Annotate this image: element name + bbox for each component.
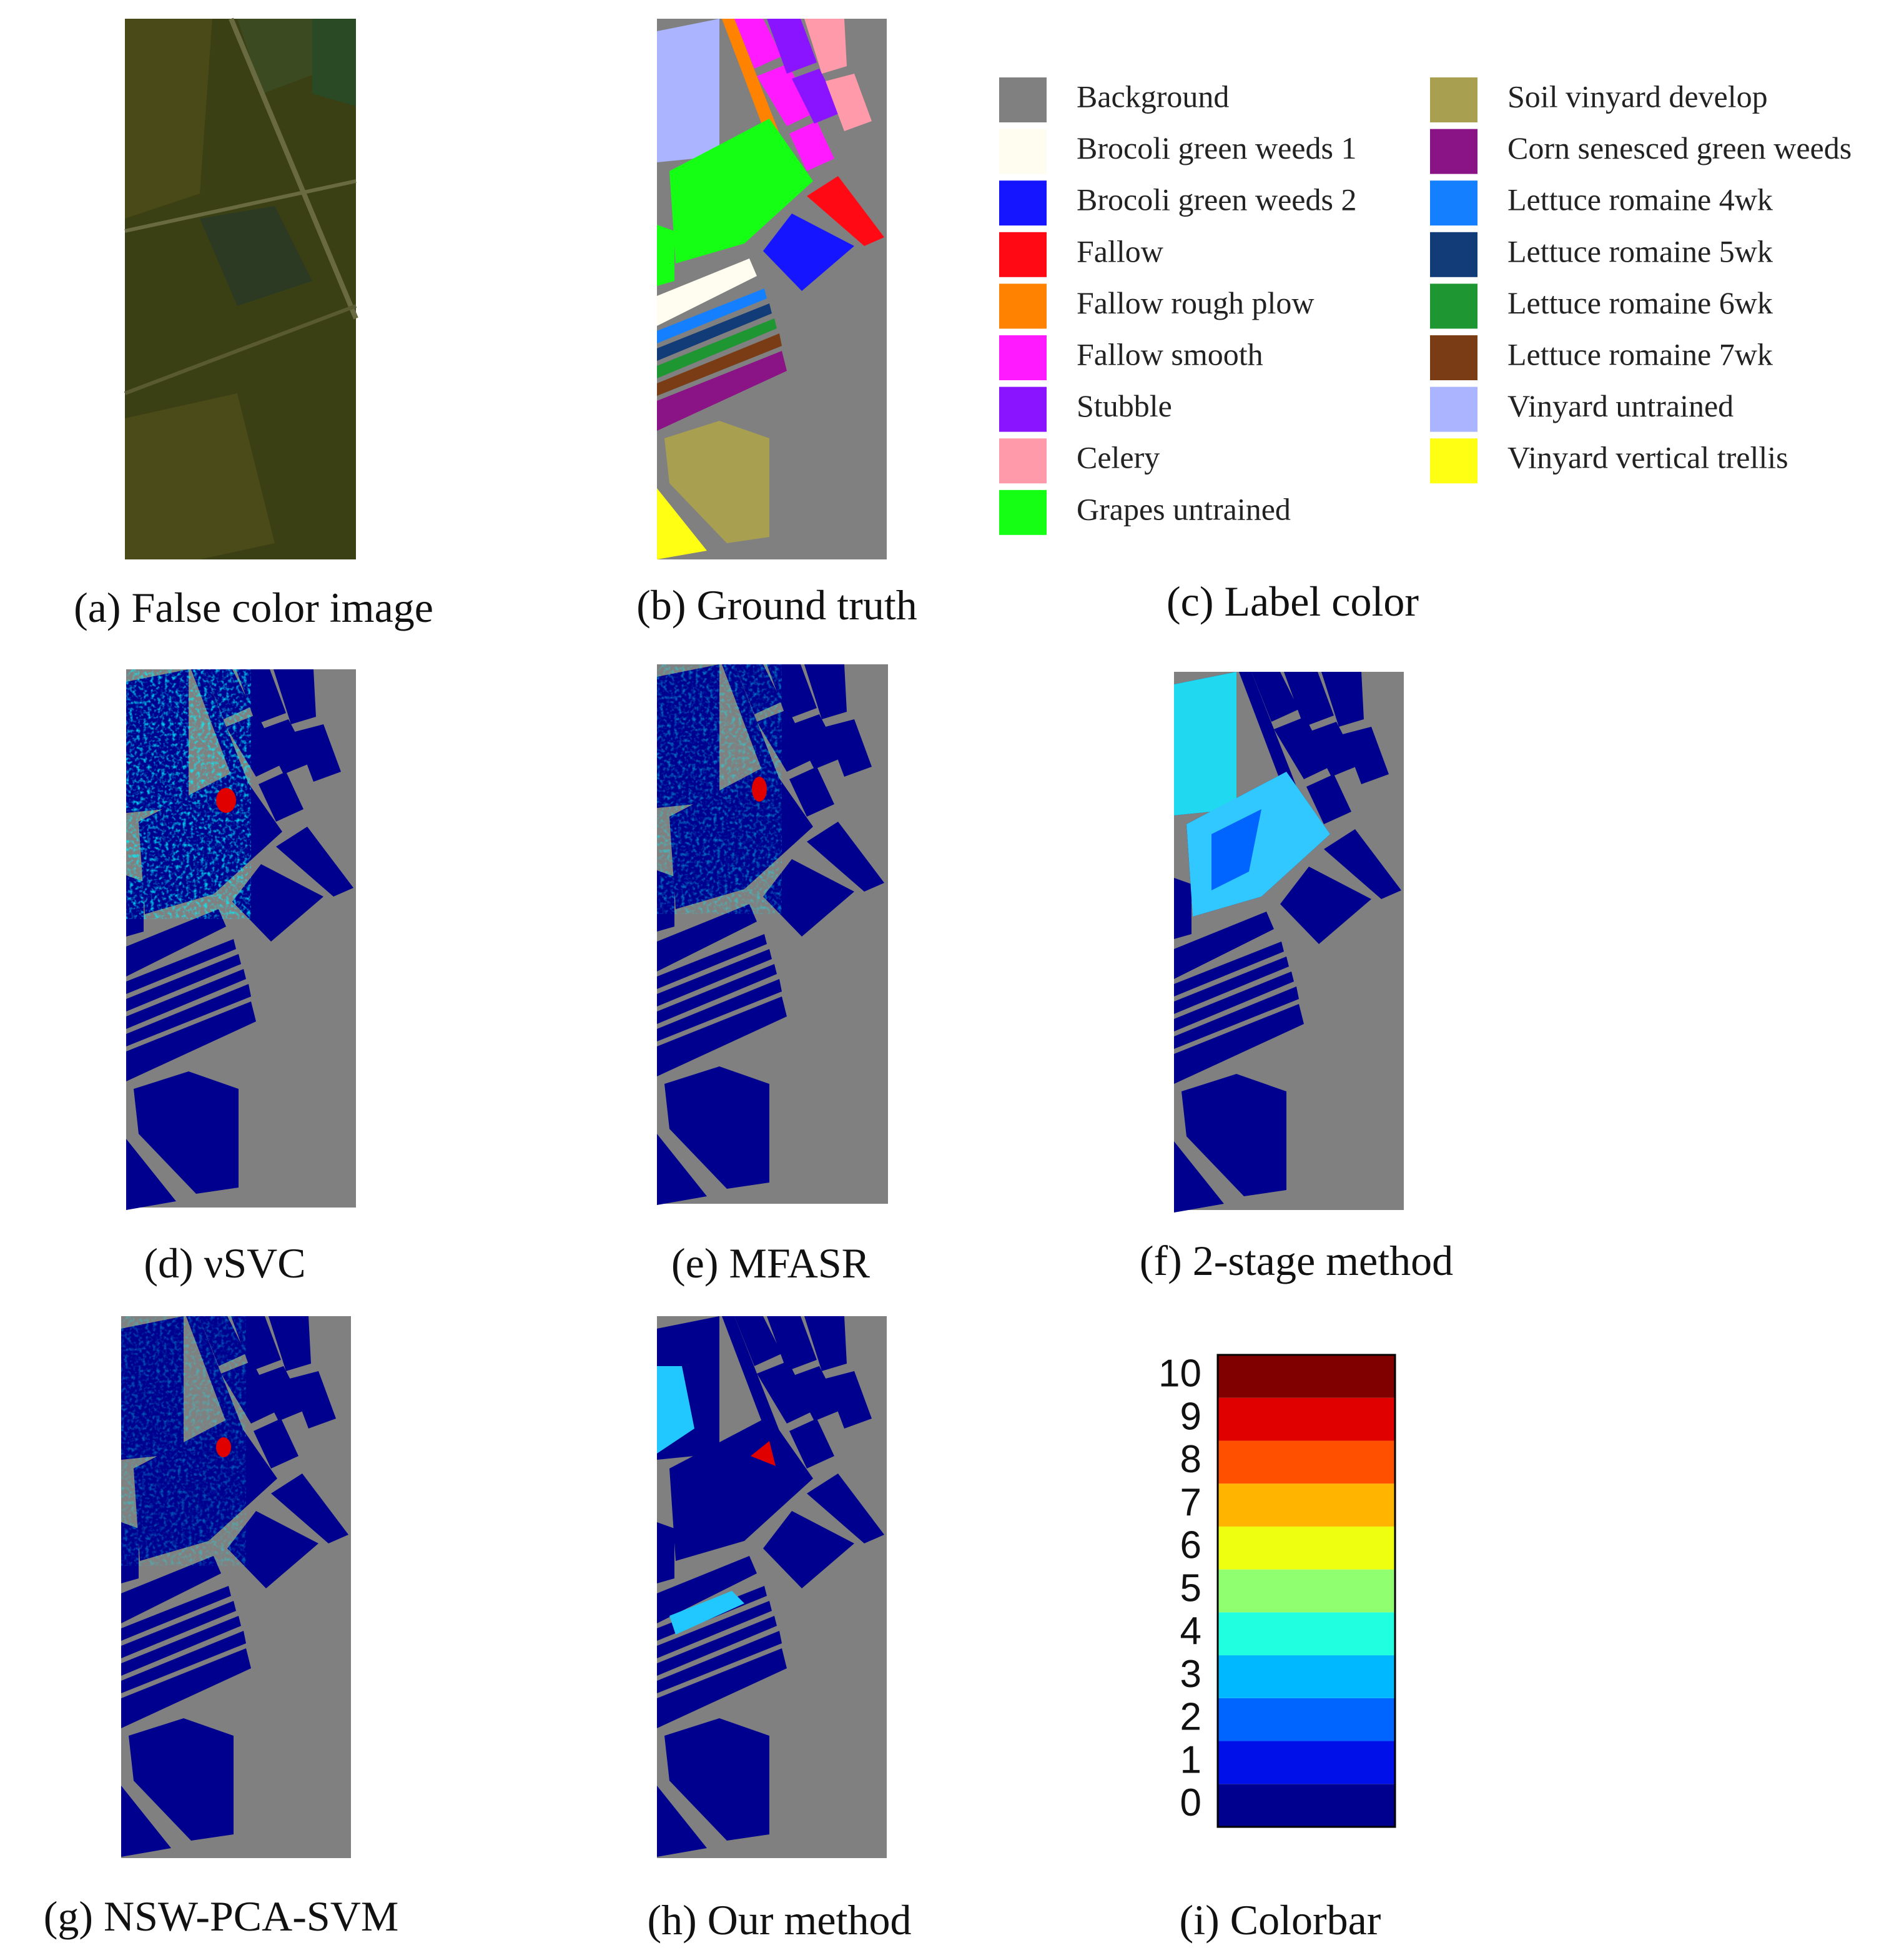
caption: (c) Label color bbox=[1167, 578, 1419, 625]
legend-label: Vinyard untrained bbox=[1507, 388, 1734, 423]
caption: (d) νSVC bbox=[144, 1239, 305, 1287]
colorbar-band bbox=[1218, 1355, 1395, 1398]
colorbar-tick-label: 7 bbox=[1180, 1481, 1201, 1524]
legend-label: Fallow rough plow bbox=[1077, 285, 1315, 320]
legend-swatch bbox=[1430, 438, 1477, 484]
legend-label: Lettuce romaine 5wk bbox=[1507, 234, 1773, 268]
colorbar-band bbox=[1218, 1569, 1395, 1613]
colorbar-band bbox=[1218, 1784, 1395, 1827]
legend-label: Brocoli green weeds 2 bbox=[1077, 182, 1356, 217]
legend-swatch bbox=[999, 386, 1047, 432]
false-color-image bbox=[124, 17, 358, 559]
colorbar-band bbox=[1218, 1612, 1395, 1656]
caption: (i) Colorbar bbox=[1180, 1896, 1381, 1944]
legend-swatch bbox=[1430, 180, 1477, 226]
legend-swatch bbox=[999, 77, 1047, 122]
caption: (f) 2-stage method bbox=[1140, 1237, 1453, 1284]
legend-label: Grapes untrained bbox=[1077, 491, 1291, 526]
legend-label: Background bbox=[1077, 79, 1229, 114]
colorbar-band bbox=[1218, 1483, 1395, 1527]
legend-swatch bbox=[999, 490, 1047, 535]
colorbar-tick-label: 3 bbox=[1180, 1653, 1201, 1696]
colorbar-tick-label: 9 bbox=[1180, 1395, 1201, 1438]
legend-label: Celery bbox=[1077, 440, 1160, 475]
legend-swatch bbox=[1430, 232, 1477, 277]
legend-label: Lettuce romaine 6wk bbox=[1507, 285, 1773, 320]
colorbar-tick-label: 5 bbox=[1180, 1567, 1201, 1610]
our-method-map bbox=[657, 1316, 887, 1858]
colorbar-tick-label: 2 bbox=[1180, 1696, 1201, 1739]
caption: (e) MFASR bbox=[671, 1239, 871, 1287]
colorbar-band bbox=[1218, 1526, 1395, 1570]
colorbar-tick-label: 8 bbox=[1180, 1438, 1201, 1481]
colorbar-tick-label: 1 bbox=[1180, 1738, 1201, 1781]
legend-swatch bbox=[1430, 386, 1477, 432]
legend-swatch bbox=[1430, 335, 1477, 380]
legend-swatch bbox=[1430, 283, 1477, 329]
legend-swatch bbox=[1430, 77, 1477, 122]
colorbar-tick-label: 6 bbox=[1180, 1524, 1201, 1567]
colorbar-band bbox=[1218, 1397, 1395, 1441]
legend-label: Vinyard vertical trellis bbox=[1507, 440, 1788, 475]
nsw-pca-svm-map bbox=[121, 1316, 351, 1858]
legend-label: Fallow bbox=[1077, 234, 1163, 268]
legend-label: Lettuce romaine 7wk bbox=[1507, 337, 1773, 371]
colorbar-tick-label: 10 bbox=[1158, 1352, 1201, 1395]
colorbar-tick-label: 4 bbox=[1180, 1610, 1201, 1653]
two-stage-map bbox=[1174, 672, 1404, 1213]
legend-label: Fallow smooth bbox=[1077, 337, 1263, 371]
caption: (g) NSW-PCA-SVM bbox=[44, 1892, 399, 1940]
colorbar-frame bbox=[1216, 1354, 1396, 1828]
legend: Background Brocoli green weeds 1 Brocoli g… bbox=[999, 77, 1852, 535]
mfasr-map bbox=[657, 664, 888, 1205]
colorbar-tick-label: 0 bbox=[1180, 1781, 1201, 1824]
legend-swatch bbox=[999, 232, 1047, 277]
vsvc-map bbox=[126, 669, 356, 1210]
legend-label: Corn senesced green weeds bbox=[1507, 130, 1852, 165]
legend-label: Soil vinyard develop bbox=[1507, 79, 1768, 114]
legend-label: Lettuce romaine 4wk bbox=[1507, 182, 1773, 217]
legend-swatch bbox=[1430, 129, 1477, 174]
legend-swatch bbox=[999, 129, 1047, 174]
legend-label: Brocoli green weeds 1 bbox=[1077, 130, 1356, 165]
caption: (a) False color image bbox=[74, 584, 433, 631]
caption: (h) Our method bbox=[647, 1896, 911, 1944]
legend-swatch bbox=[999, 283, 1047, 329]
colorbar-band bbox=[1218, 1655, 1395, 1698]
caption: (b) Ground truth bbox=[636, 581, 917, 629]
colorbar-band bbox=[1218, 1440, 1395, 1484]
legend-swatch bbox=[999, 335, 1047, 380]
legend-label: Stubble bbox=[1077, 388, 1172, 423]
legend-swatch bbox=[999, 180, 1047, 226]
legend-swatch bbox=[999, 438, 1047, 484]
colorbar-band bbox=[1218, 1698, 1395, 1741]
ground-truth-map bbox=[657, 19, 887, 559]
colorbar-band bbox=[1218, 1741, 1395, 1784]
